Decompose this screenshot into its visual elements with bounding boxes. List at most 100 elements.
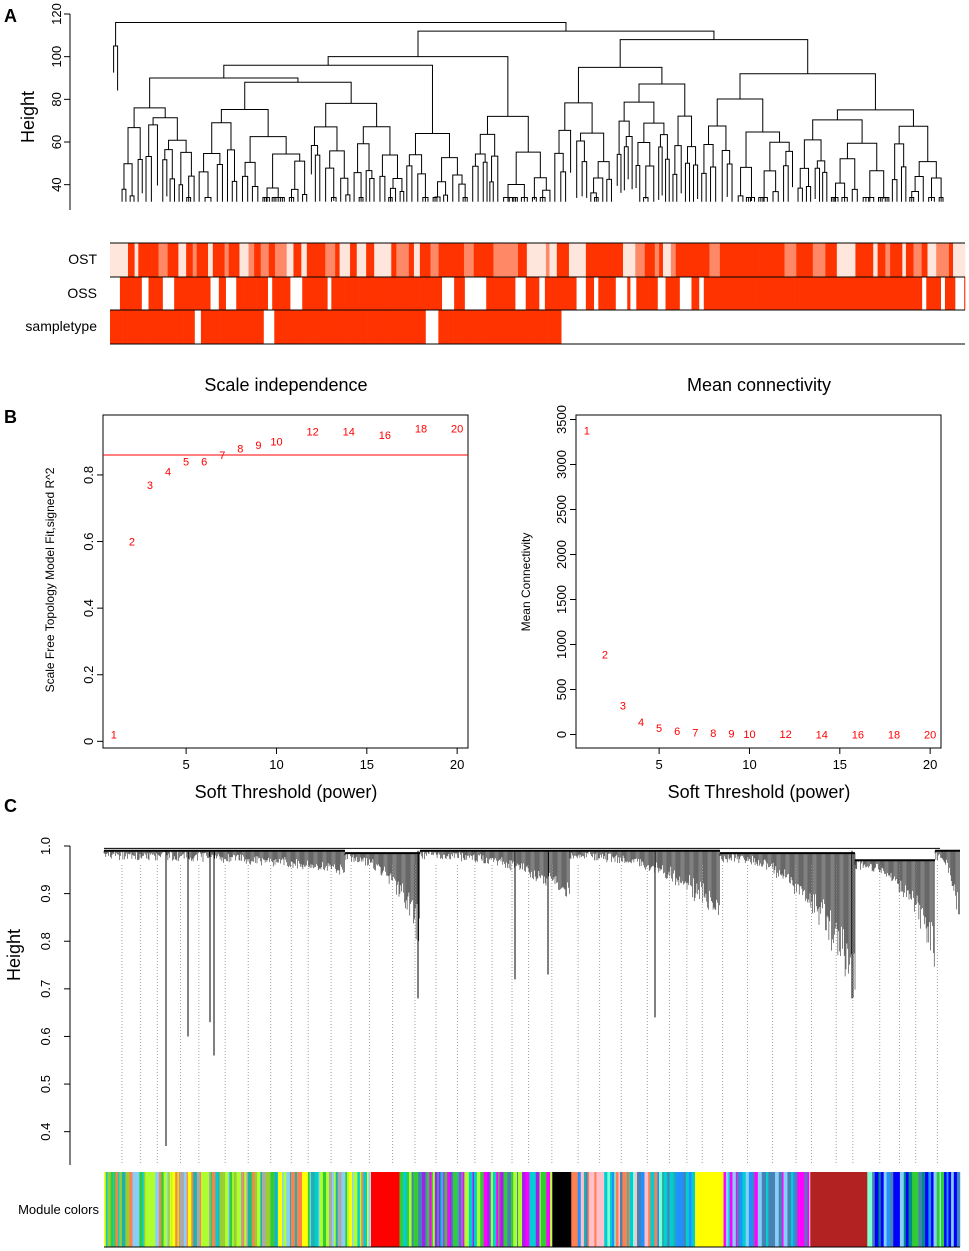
y-tick-label: 2000 [554,540,569,569]
module-stripe [163,1172,168,1247]
dendro-branch [533,177,547,200]
module-stripe [944,1172,947,1247]
track-cell [855,243,862,277]
panel-a-dendrogram [113,22,944,202]
module-stripe [440,1172,444,1247]
dendro-branch [674,145,682,194]
track-cell [637,310,644,344]
module-stripe [183,1172,186,1247]
module-stripe [918,1172,923,1247]
dendro-branch [121,188,127,202]
dendro-branch [203,152,221,172]
track-cell [834,310,839,344]
module-stripe [737,1172,740,1247]
module-stripe [352,1172,354,1247]
track-cell [526,243,538,277]
module-stripe [685,1172,690,1247]
track-cell [228,243,240,277]
track-cell [438,310,447,344]
point-label-10: 10 [743,729,755,741]
dendro-branch [593,177,604,202]
track-cell [877,243,883,277]
track-cell [913,243,922,277]
track-cell [367,310,375,344]
panel-c-letter: C [4,796,17,816]
c-ytick-label: 0.9 [38,885,53,903]
module-stripe [535,1172,540,1247]
module-stripe [113,1172,115,1247]
track-cell [709,243,721,277]
dendro-branch [231,180,238,202]
track-cell [653,310,659,344]
track-cell [548,277,560,310]
point-label-5: 5 [656,723,662,735]
module-stripe [333,1172,336,1247]
track-cell [863,310,870,344]
module-stripe [609,1172,613,1247]
dendro-branch [123,163,133,196]
module-stripe [735,1172,738,1247]
dendro-branch [558,129,572,173]
module-stripe [337,1172,342,1247]
track-cell [517,310,530,344]
module-stripe [793,1172,795,1247]
track-cell [286,243,294,277]
dendro-branch [327,56,509,117]
dendro-branch [211,122,232,154]
track-cell [658,310,666,344]
track-cell [376,277,388,310]
track-cell [217,243,225,277]
module-stripe [928,1172,932,1247]
module-stripe [921,1172,926,1247]
a-ytick-label: 60 [49,135,64,149]
dendro-branch [168,139,187,153]
track-cell [896,310,900,344]
module-stripe [583,1172,586,1247]
module-stripe [587,1172,590,1247]
module-stripe [883,1172,887,1247]
module-color-bar [104,1172,961,1247]
dendro-branch [313,126,338,151]
track-cell [317,310,329,344]
dendro-branch [677,115,693,147]
track-cell [491,310,504,344]
module-stripe [322,1172,327,1247]
dendro-branch [846,142,878,171]
track-cell [662,243,672,277]
track-cell [585,243,599,277]
point-label-18: 18 [415,423,427,435]
panel-a-y-axis-label: Height [18,91,38,143]
track-cell [900,277,907,310]
dendro-branch [606,178,612,202]
dendro-branch [898,125,929,162]
track-cell [185,277,199,310]
module-stripe [180,1172,185,1247]
track-cell [631,310,638,344]
track-cell [873,243,878,277]
module-stripe [571,1172,575,1247]
dendro-branch [113,45,119,91]
module-stripe [874,1172,879,1247]
module-stripe [239,1172,242,1247]
module-stripe [413,1172,418,1247]
track-cell [937,277,942,310]
track-cell [610,243,624,277]
module-stripe [596,1172,599,1247]
module-stripe [899,1172,904,1247]
dendro-branch [180,151,192,185]
track-cell [539,277,546,310]
track-cell [400,310,414,344]
module-stripe [431,1172,434,1247]
c-ytick-label: 1.0 [38,837,53,855]
module-stripe [870,1172,873,1247]
point-label-9: 9 [255,440,261,452]
module-stripe [278,1172,283,1247]
module-stripe [240,1172,243,1247]
track-cell [845,243,853,277]
module-stripe [492,1172,497,1247]
track-cell [758,310,766,344]
point-label-7: 7 [219,450,225,462]
track-cell [453,310,462,344]
dendro-branch [169,178,176,202]
